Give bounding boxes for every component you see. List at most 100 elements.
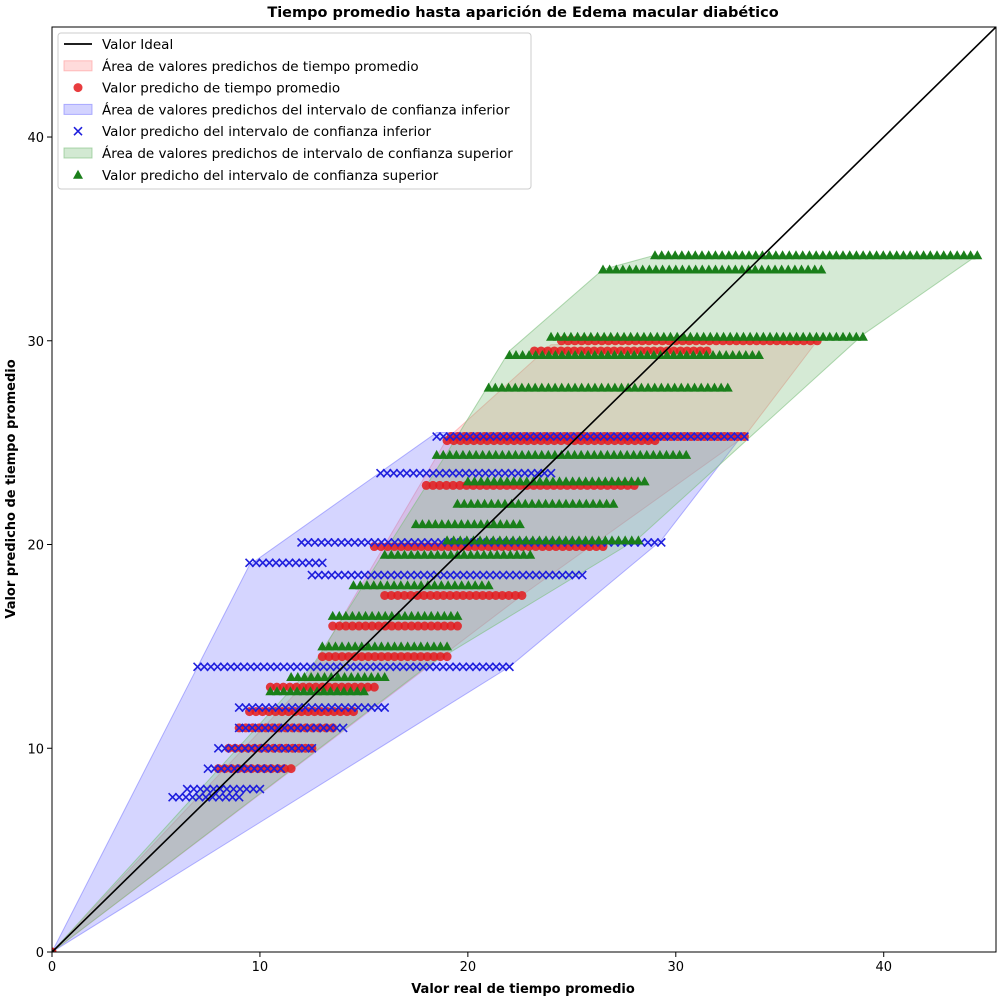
- lower-ci-point: [233, 743, 243, 753]
- upper-ci-point: [472, 498, 483, 508]
- upper-ci-point: [475, 535, 486, 545]
- upper-ci-point: [278, 686, 289, 696]
- lower-ci-point: [235, 784, 245, 794]
- upper-ci-point: [556, 382, 567, 392]
- lower-ci-point: [264, 558, 274, 568]
- upper-ci-point: [589, 350, 600, 360]
- lower-ci-point: [273, 723, 283, 733]
- upper-ci-point: [517, 350, 528, 360]
- lower-ci-point: [452, 570, 462, 580]
- lower-ci-point: [366, 570, 376, 580]
- upper-ci-point: [443, 580, 454, 590]
- lower-ci-point: [431, 662, 442, 672]
- upper-ci-point: [758, 331, 769, 341]
- upper-ci-point: [804, 331, 815, 341]
- upper-ci-point: [864, 250, 875, 260]
- lower-ci-point: [373, 570, 383, 580]
- upper-ci-point: [369, 641, 380, 651]
- upper-ci-point: [831, 331, 842, 341]
- upper-ci-point: [389, 641, 400, 651]
- lower-ci-point: [305, 662, 315, 672]
- upper-ci-point: [626, 476, 637, 486]
- upper-ci-point: [727, 350, 738, 360]
- upper-ci-point: [638, 331, 649, 341]
- upper-ci-point: [626, 535, 637, 545]
- upper-ci-point: [905, 250, 916, 260]
- upper-ci-point: [523, 449, 534, 459]
- lower-ci-point: [646, 431, 656, 442]
- lower-ci-point: [241, 723, 251, 733]
- lower-ci-point: [248, 784, 258, 794]
- upper-ci-point: [516, 382, 527, 392]
- upper-ci-point: [527, 498, 538, 508]
- lower-ci-point: [494, 468, 504, 478]
- lower-ci-point: [343, 537, 353, 548]
- upper-ci-point: [714, 350, 725, 360]
- upper-ci-point: [367, 610, 378, 620]
- predicted-mean-point: [403, 652, 413, 662]
- upper-ci-point: [299, 671, 310, 681]
- lower-ci-point: [526, 468, 536, 478]
- upper-ci-point: [606, 476, 617, 486]
- lower-ci-point: [458, 570, 469, 580]
- upper-ci-point: [537, 350, 548, 360]
- lower-ci-point: [300, 743, 310, 753]
- upper-ci-point: [668, 350, 679, 360]
- upper-ci-point: [657, 264, 668, 274]
- upper-ci-point: [585, 331, 596, 341]
- predicted-mean-point: [399, 590, 409, 600]
- upper-ci-point: [705, 331, 716, 341]
- lower-ci-point: [474, 468, 484, 478]
- lower-ci-point: [203, 764, 213, 774]
- upper-ci-point: [489, 476, 500, 486]
- upper-ci-point: [740, 350, 751, 360]
- upper-ci-point: [493, 498, 504, 508]
- upper-ci-point: [326, 671, 337, 681]
- upper-ci-point: [465, 549, 476, 559]
- lower-ci-point: [195, 784, 205, 794]
- upper-ci-point: [472, 549, 483, 559]
- lower-ci-point: [297, 558, 308, 568]
- lower-ci-point: [406, 570, 416, 580]
- lower-ci-point: [421, 468, 431, 478]
- upper-ci-point: [393, 610, 404, 620]
- upper-ci-point: [348, 580, 359, 590]
- lower-ci-point: [258, 558, 268, 568]
- upper-ci-point: [674, 449, 685, 459]
- legend-marker-swatch: [73, 169, 83, 179]
- upper-ci-point: [750, 250, 761, 260]
- lower-ci-point: [227, 743, 237, 753]
- upper-ci-point: [750, 264, 761, 274]
- lower-ci-point: [592, 431, 602, 442]
- legend-marker-swatch: [73, 126, 83, 136]
- lower-ci-point: [438, 662, 448, 672]
- lower-ci-point: [246, 662, 256, 672]
- lower-ci-point: [330, 537, 340, 548]
- lower-ci-point: [498, 570, 508, 580]
- lower-ci-point: [316, 537, 327, 548]
- upper-ci-point: [652, 331, 663, 341]
- lower-ci-point: [192, 662, 203, 672]
- upper-ci-point: [574, 498, 585, 508]
- lower-ci-point: [319, 723, 329, 733]
- upper-ci-point: [373, 671, 384, 681]
- upper-ci-point: [770, 264, 781, 274]
- upper-ci-point: [789, 264, 800, 274]
- lower-ci-point: [219, 662, 229, 672]
- predicted-mean-point: [452, 621, 462, 631]
- lower-ci-point: [465, 662, 475, 672]
- lower-ci-point: [174, 792, 184, 802]
- lower-ci-point: [396, 537, 407, 548]
- lower-ci-point: [356, 537, 367, 548]
- upper-ci-point: [716, 382, 727, 392]
- upper-ci-point: [469, 519, 480, 529]
- predicted-mean-point: [376, 652, 386, 662]
- upper-ci-point: [731, 331, 742, 341]
- upper-ci-point: [567, 498, 578, 508]
- upper-ci-point: [550, 382, 561, 392]
- lower-ci-point: [399, 570, 409, 580]
- upper-ci-point: [543, 449, 554, 459]
- lower-ci-point: [484, 662, 495, 672]
- upper-ci-point: [554, 476, 565, 486]
- upper-ci-point: [593, 476, 604, 486]
